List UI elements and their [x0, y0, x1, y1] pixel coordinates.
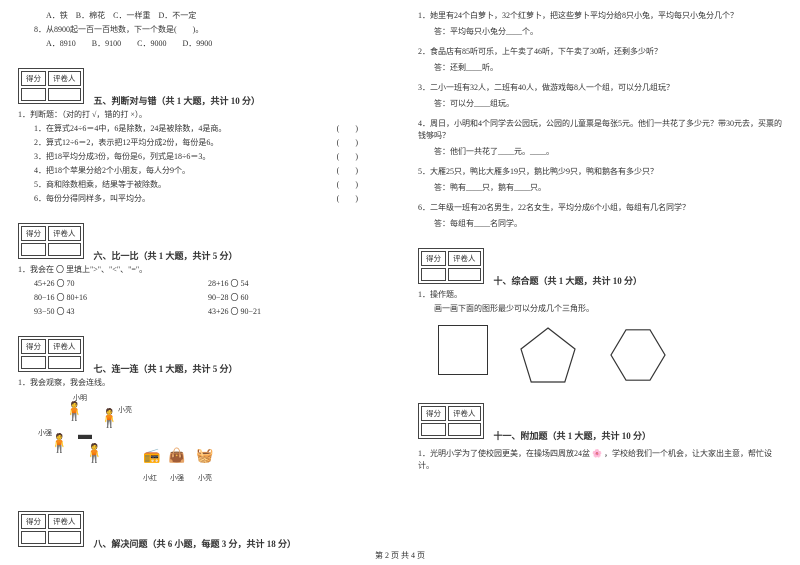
- sec5-item-6: 6．每份分得同样多，叫平均分。( ): [18, 193, 382, 205]
- sec6-intro: 1．我会在 〇 里填上">"、"<"、"="。: [18, 264, 382, 276]
- paren: ( ): [337, 165, 358, 177]
- score-cell: [421, 423, 446, 436]
- r-q1: 1．她里有24个白萝卜，32个红萝卜，把这些萝卜平均分给8只小兔，平均每只小兔分…: [418, 10, 782, 22]
- marker-label: 评卷人: [448, 251, 481, 266]
- section-10-title: 十、综合题（共 1 大题，共计 10 分）: [494, 274, 643, 287]
- score-box-5: 得分评卷人: [18, 68, 84, 104]
- section-5-header: 得分评卷人 五、判断对与错（共 1 大题，共计 10 分）: [18, 60, 382, 107]
- score-box-6: 得分评卷人: [18, 223, 84, 259]
- r-a3: 答：可以分____组玩。: [418, 98, 782, 110]
- shapes-row: [438, 325, 782, 385]
- score-label: 得分: [421, 406, 446, 421]
- sec5-item-5: 5．商和除数相乘，结果等于被除数。( ): [18, 179, 382, 191]
- sec5-intro: 1．判断题：（对的打 √，错的打 ×）。: [18, 109, 382, 121]
- score-label: 得分: [21, 226, 46, 241]
- kid-icon: 🧍: [63, 401, 85, 422]
- r-q3: 3．二小一班有32人，二班有40人，做游戏每8人一个组，可以分几组玩？: [418, 82, 782, 94]
- score-label: 得分: [21, 339, 46, 354]
- sec6-row-3: 93−50 〇 4343+26 〇 90−21: [18, 306, 382, 318]
- sec7-intro: 1．我会观察，我会连线。: [18, 377, 382, 389]
- score-box-10: 得分评卷人: [418, 248, 484, 284]
- object-icon: 📻: [143, 448, 160, 465]
- score-cell: [21, 88, 46, 101]
- section-7-header: 得分评卷人 七、连一连（共 1 大题，共计 5 分）: [18, 328, 382, 375]
- section-5-title: 五、判断对与错（共 1 大题，共计 10 分）: [94, 94, 261, 107]
- sec5-item-3: 3．把18平均分成3份，每份是6，列式是18÷6＝3。( ): [18, 151, 382, 163]
- paren: ( ): [337, 123, 358, 135]
- kid-icon: 🧍: [98, 408, 120, 429]
- q8-stem: 8．从8900起一百一百地数，下一个数是( )。: [18, 24, 382, 36]
- score-cell: [21, 356, 46, 369]
- marker-cell: [48, 531, 81, 544]
- marker-cell: [448, 268, 481, 281]
- r-a2: 答：还剩____听。: [418, 62, 782, 74]
- table-icon: ▬: [78, 428, 92, 444]
- sec10-q: 1．操作题。: [418, 289, 782, 301]
- hexagon-shape: [608, 325, 668, 385]
- object-icon: 🧺: [196, 448, 213, 465]
- pentagon-shape: [518, 325, 578, 385]
- score-box-11: 得分评卷人: [418, 403, 484, 439]
- score-box-7: 得分评卷人: [18, 336, 84, 372]
- r-a6: 答：每组有____名同学。: [418, 218, 782, 230]
- sec11-q: 1．光明小学为了使校园更美，在操场四周放24盆 🌸 ，学校给我们一个机会，让大家…: [418, 448, 782, 472]
- section-10-header: 得分评卷人 十、综合题（共 1 大题，共计 10 分）: [418, 240, 782, 287]
- marker-label: 评卷人: [48, 514, 81, 529]
- paren: ( ): [337, 137, 358, 149]
- q8-options: A．8910 B．9100 C．9000 D．9900: [18, 38, 382, 50]
- section-6-title: 六、比一比（共 1 大题，共计 5 分）: [94, 249, 238, 262]
- marker-label: 评卷人: [48, 71, 81, 86]
- paren: ( ): [337, 179, 358, 191]
- score-label: 得分: [21, 71, 46, 86]
- paren: ( ): [337, 151, 358, 163]
- r-a5: 答：鸭有____只，鹅有____只。: [418, 182, 782, 194]
- sec6-row-2: 80−16 〇 80+1690−28 〇 60: [18, 292, 382, 304]
- score-cell: [21, 531, 46, 544]
- section-11-title: 十一、附加题（共 1 大题，共计 10 分）: [494, 429, 652, 442]
- score-cell: [21, 243, 46, 256]
- kid-icon: 🧍: [48, 433, 70, 454]
- matching-picture: 小明 小亮 小强 🧍 🧍 🧍 🧍 ▬ 📻 👜 🧺 小红 小强 小亮: [38, 393, 218, 493]
- score-box-8: 得分评卷人: [18, 511, 84, 547]
- sec5-item-1: 1．在算式24÷6＝4中，6是除数，24是被除数，4是商。( ): [18, 123, 382, 135]
- marker-label: 评卷人: [448, 406, 481, 421]
- marker-cell: [448, 423, 481, 436]
- marker-cell: [48, 243, 81, 256]
- paren: ( ): [337, 193, 358, 205]
- section-7-title: 七、连一连（共 1 大题，共计 5 分）: [94, 362, 238, 375]
- r-q5: 5．大雁25只，鸭比大雁多19只，鹅比鸭少9只，鸭和鹅各有多少只？: [418, 166, 782, 178]
- label-xiaohong: 小红: [143, 473, 157, 483]
- marker-label: 评卷人: [48, 339, 81, 354]
- score-label: 得分: [21, 514, 46, 529]
- r-q2: 2．食品店有85听可乐，上午卖了46听，下午卖了30听，还剩多少听？: [418, 46, 782, 58]
- sec10-sub: 画一画下面的图形最少可以分成几个三角形。: [418, 303, 782, 315]
- sec5-item-2: 2．算式12÷6＝2，表示把12平均分成2份，每份是6。( ): [18, 137, 382, 149]
- section-8-title: 八、解决问题（共 6 小题，每题 3 分，共计 18 分）: [94, 537, 297, 550]
- kid-icon: 🧍: [83, 443, 105, 464]
- score-cell: [421, 268, 446, 281]
- section-11-header: 得分评卷人 十一、附加题（共 1 大题，共计 10 分）: [418, 395, 782, 442]
- section-8-header: 得分评卷人 八、解决问题（共 6 小题，每题 3 分，共计 18 分）: [18, 503, 382, 550]
- r-a1: 答：平均每只小兔分____个。: [418, 26, 782, 38]
- marker-cell: [48, 88, 81, 101]
- page-footer: 第 2 页 共 4 页: [0, 550, 800, 561]
- r-a4: 答：他们一共花了____元。____。: [418, 146, 782, 158]
- label-xiaoqiang2: 小强: [170, 473, 184, 483]
- q7-options: A．铁 B．棉花 C．一样重 D．不一定: [18, 10, 382, 22]
- marker-cell: [48, 356, 81, 369]
- score-label: 得分: [421, 251, 446, 266]
- r-q6: 6．二年级一班有20名男生，22名女生，平均分成6个小组，每组有几名同学？: [418, 202, 782, 214]
- label-xiaoliang2: 小亮: [198, 473, 212, 483]
- object-icon: 👜: [168, 448, 185, 465]
- marker-label: 评卷人: [48, 226, 81, 241]
- sec6-row-1: 45+26 〇 7028+16 〇 54: [18, 278, 382, 290]
- sec5-item-4: 4．把18个苹果分给2个小朋友，每人分9个。( ): [18, 165, 382, 177]
- r-q4: 4．周日，小明和4个同学去公园玩，公园的儿童票是每张5元。他们一共花了多少元？带…: [418, 118, 782, 142]
- section-6-header: 得分评卷人 六、比一比（共 1 大题，共计 5 分）: [18, 215, 382, 262]
- square-shape: [438, 325, 488, 375]
